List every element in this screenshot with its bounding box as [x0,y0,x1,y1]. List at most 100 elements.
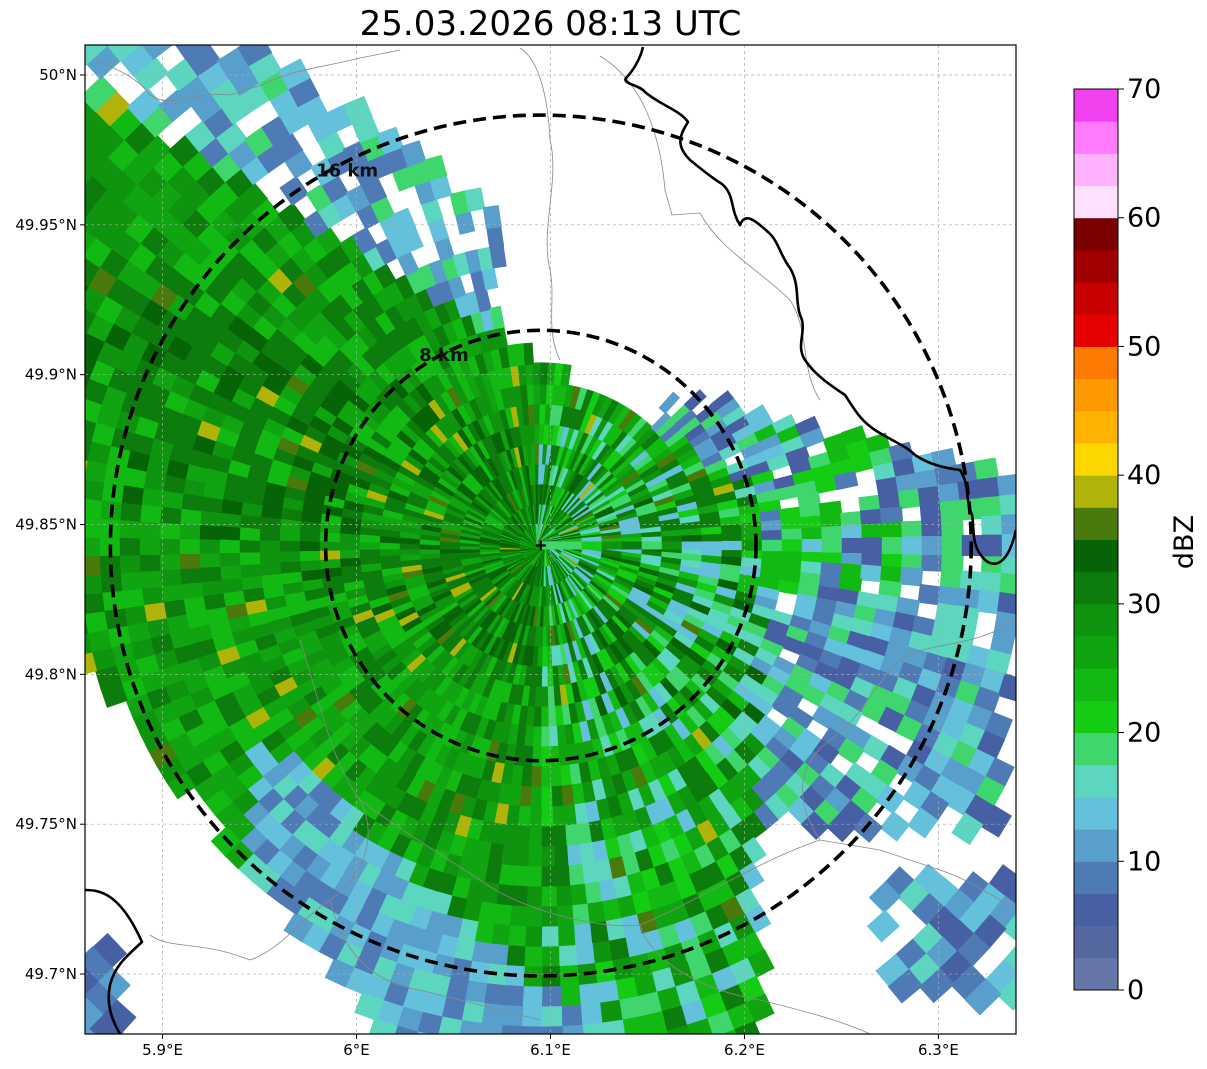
echo-gate [840,563,864,580]
echo-gate [529,766,542,789]
echo-gate [622,440,644,462]
echo-gate [621,747,641,772]
echo-gate [731,598,756,615]
echo-gate [491,903,512,928]
echo-gate [459,620,480,643]
echo-gate [457,710,475,735]
echo-gate [350,607,375,625]
echo-gate [725,614,751,633]
echo-gate [305,183,335,213]
echo-gate [514,343,527,366]
echo-gate [659,647,683,669]
echo-gate [561,541,584,550]
echo-gate [85,515,101,538]
echo-gate [346,678,372,701]
echo-gate [306,469,331,487]
echo-gate [377,547,401,557]
echo-gate [776,424,802,446]
echo-gate [596,878,618,904]
echo-gate [750,603,776,622]
echo-gate [749,413,775,435]
colorbar-tick-label: 50 [1127,331,1161,362]
echo-gate [254,683,281,708]
echo-gate [447,274,467,300]
echo-gate [298,558,322,572]
echo-gate [695,581,720,596]
echo-gate [353,685,378,709]
echo-gate [720,523,744,535]
echo-gate [758,637,784,658]
echo-gate [754,684,781,708]
echo-gate [941,535,964,556]
echo-gate [471,628,491,652]
echo-gate [419,430,441,452]
echo-gate [374,826,400,854]
echo-gate [173,45,210,61]
echo-gate [800,515,824,531]
echo-gate [1002,907,1016,945]
echo-gate [394,370,417,394]
echo-gate [317,540,340,551]
echo-gate [555,925,576,949]
echo-gate [726,414,752,436]
echo-gate [446,636,467,659]
echo-gate [705,713,730,738]
echo-gate [697,628,722,648]
echo-gate [599,713,616,738]
echo-gate [40,313,71,345]
echo-gate [731,476,756,493]
echo-gate [602,1039,630,1064]
echo-gate [467,331,484,356]
echo-gate [409,359,431,384]
echo-gate [345,482,369,498]
echo-gate [330,414,355,436]
echo-gate [546,705,557,729]
echo-gate [739,512,763,526]
echo-gate [623,679,643,703]
echo-gate [433,651,454,674]
echo-gate [334,450,360,469]
echo-gate [489,244,507,269]
echo-gate [356,621,381,640]
echo-gate [368,395,392,419]
y-axis-ticks: 50°N 49.95°N 49.9°N 49.85°N 49.8°N 49.75°N 49.… [15,66,85,983]
echo-gate [679,415,703,437]
colorbar-tick-label: 20 [1127,718,1161,749]
echo-gate [744,621,769,641]
echo-gate [812,661,839,684]
echo-gate [824,681,852,706]
echo-gate [452,1039,480,1064]
echo-gate [428,421,450,444]
echo-gate [439,413,459,436]
echo-gate [330,690,356,714]
echo-gate [539,786,553,809]
echo-gate [298,433,324,454]
echo-gate [664,745,687,771]
echo-gate [656,751,678,777]
echo-gate [704,765,730,792]
echo-gate [351,299,377,326]
echo-gate [586,697,602,721]
colorbar-tick-label: 30 [1127,589,1161,620]
echo-gate [387,376,411,400]
echo-gate [636,613,659,633]
echo-gate [644,712,665,737]
echo-gate [396,250,420,277]
echo-gate [593,650,611,675]
echo-gate [858,494,883,514]
echo-gate [581,1042,608,1066]
echo-gate [760,558,784,572]
echo-gate [597,419,616,443]
colorbar-segment [1074,507,1118,540]
echo-gate [728,606,754,624]
echo-gate [907,807,939,839]
echo-gate [679,453,704,472]
echo-gate [646,734,668,759]
echo-gate [731,423,757,444]
echo-gate [474,1042,501,1066]
echo-gate [807,672,834,696]
echo-gate [750,469,776,487]
y-tick-label: 49.9°N [25,366,77,384]
echo-gate [374,361,398,386]
echo-gate [316,630,342,650]
